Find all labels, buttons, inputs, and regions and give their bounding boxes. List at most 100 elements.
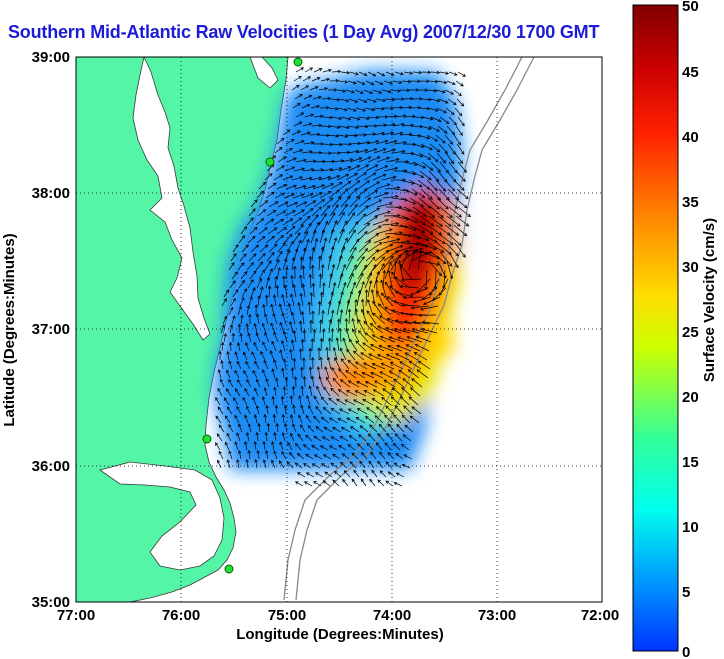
velocity-vector	[377, 433, 385, 442]
velocity-vector	[331, 436, 340, 442]
velocity-vector-head	[392, 442, 397, 447]
velocity-vector-head	[450, 160, 455, 165]
velocity-vector-head	[243, 226, 248, 230]
velocity-vector-head	[316, 366, 321, 370]
velocity-vector-head	[305, 230, 309, 235]
velocity-vector	[417, 250, 422, 271]
velocity-vector	[300, 320, 303, 334]
velocity-vector	[345, 212, 355, 226]
velocity-vector-head	[333, 237, 338, 241]
velocity-vector-head	[238, 305, 242, 310]
velocity-vector-head	[382, 269, 387, 274]
velocity-vector	[266, 405, 269, 415]
velocity-vector-head	[370, 81, 375, 86]
velocity-vector	[403, 328, 420, 334]
velocity-vector-head	[328, 68, 332, 73]
velocity-vector-head	[309, 319, 313, 324]
velocity-vector-head	[233, 397, 237, 401]
velocity-vector-head	[287, 129, 291, 133]
velocity-vector	[342, 479, 349, 487]
velocity-vector-head	[385, 353, 390, 357]
velocity-vector	[384, 187, 400, 190]
velocity-vector	[427, 197, 440, 210]
velocity-vector-head	[382, 148, 387, 152]
velocity-vector	[456, 143, 465, 155]
velocity-vector	[369, 424, 378, 433]
velocity-vector	[262, 369, 267, 379]
velocity-vector-head	[347, 308, 352, 313]
velocity-vector	[357, 264, 367, 280]
velocity-vector	[320, 246, 324, 262]
velocity-vector-head	[402, 378, 406, 382]
velocity-vector-head	[375, 140, 380, 144]
velocity-vector-head	[261, 322, 266, 327]
velocity-vector	[340, 71, 350, 74]
velocity-vector	[423, 296, 441, 305]
velocity-vector	[357, 141, 370, 145]
velocity-vector	[276, 184, 287, 190]
velocity-vector-head	[320, 246, 325, 250]
velocity-vector	[285, 139, 295, 145]
velocity-vector-head	[340, 461, 344, 466]
velocity-vector-head	[226, 406, 231, 410]
velocity-vector	[439, 251, 452, 267]
velocity-vector-head	[312, 328, 317, 333]
velocity-vector	[353, 399, 365, 406]
velocity-vector-head	[365, 416, 369, 420]
velocity-vector-head	[399, 231, 403, 235]
velocity-vector	[275, 251, 283, 262]
velocity-vector	[320, 357, 323, 370]
velocity-vector-head	[320, 416, 325, 421]
velocity-vector-head	[318, 273, 323, 277]
velocity-vector	[218, 424, 225, 433]
velocity-vector-head	[254, 226, 258, 231]
velocity-vector	[328, 319, 331, 334]
velocity-vector	[272, 396, 275, 406]
velocity-vector-head	[338, 327, 342, 332]
velocity-vector-head	[335, 107, 339, 111]
velocity-vector-head	[378, 344, 383, 349]
velocity-vector	[430, 161, 441, 173]
velocity-vector	[303, 185, 316, 190]
velocity-vector-head	[415, 211, 420, 215]
velocity-vector	[271, 304, 275, 316]
velocity-vector	[265, 432, 268, 442]
velocity-vector-head	[327, 96, 332, 101]
velocity-vector	[252, 396, 257, 406]
velocity-vector-head	[439, 223, 443, 227]
velocity-vector-head	[354, 390, 359, 394]
velocity-vector-head	[362, 342, 366, 346]
velocity-vector-head	[338, 445, 342, 449]
velocity-vector-head	[368, 433, 372, 437]
velocity-vector-head	[366, 180, 370, 184]
velocity-vector	[292, 367, 294, 379]
velocity-vector-head	[394, 319, 399, 323]
velocity-vector-head	[324, 87, 329, 91]
velocity-vector	[428, 170, 439, 182]
velocity-vector	[328, 107, 339, 110]
velocity-vector-head	[327, 175, 332, 180]
velocity-vector-head	[300, 385, 304, 390]
velocity-vector	[277, 242, 286, 253]
velocity-vector	[347, 165, 360, 172]
velocity-vector-head	[461, 151, 465, 155]
velocity-vector	[372, 174, 386, 181]
velocity-vector	[447, 233, 462, 246]
colorbar-tick-labels: 50 45 40 35 30 25 20 15 10 5 0	[682, 0, 699, 659]
velocity-vector	[218, 451, 224, 460]
velocity-vector-head	[253, 413, 258, 418]
velocity-vector-head	[374, 215, 378, 220]
velocity-vector	[428, 215, 443, 227]
velocity-vector	[346, 349, 356, 361]
velocity-vector	[365, 289, 367, 307]
velocity-vector	[400, 106, 412, 109]
velocity-vector-head	[300, 224, 304, 228]
velocity-vector	[364, 233, 379, 244]
velocity-vector	[376, 290, 385, 307]
velocity-vector-head	[453, 72, 458, 76]
velocity-vector	[293, 386, 295, 397]
velocity-vector	[322, 116, 333, 118]
velocity-vector-head	[355, 340, 359, 344]
velocity-vector-head	[324, 471, 329, 475]
velocity-vector-head	[265, 377, 269, 382]
